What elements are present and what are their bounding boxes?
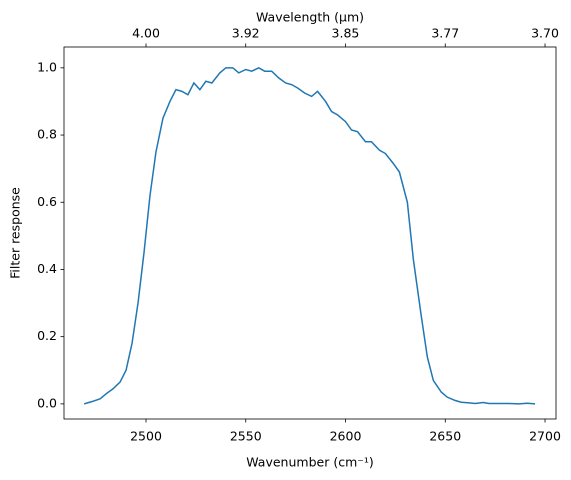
x2-tick-label: 3.77: [431, 26, 459, 41]
x-tick-label: 2700: [529, 429, 561, 444]
x2-tick-label: 3.92: [232, 26, 260, 41]
y-tick-label: 0.6: [37, 194, 57, 209]
y-tick-label: 0.4: [37, 261, 57, 276]
y-tick-label: 0.8: [37, 127, 57, 142]
x2-tick-label: 3.70: [531, 26, 559, 41]
data-line: [83, 66, 536, 405]
x-tick-label: 2650: [429, 429, 461, 444]
x2-tick-label: 3.85: [332, 26, 360, 41]
x2-tick-label: 4.00: [132, 26, 160, 41]
x2-axis-label: Wavelength (μm): [256, 10, 364, 25]
y-tick-label: 0.2: [37, 328, 57, 343]
x-tick-label: 2500: [130, 429, 162, 444]
y-tick-label: 0.0: [37, 395, 57, 410]
x-axis-label: Wavenumber (cm⁻¹): [246, 455, 373, 470]
x-tick-label: 2600: [330, 429, 362, 444]
y-tick-label: 1.0: [37, 59, 57, 74]
y-axis-label: Filter response: [8, 187, 23, 279]
plot-frame: [63, 46, 557, 420]
x-tick-label: 2550: [230, 429, 262, 444]
